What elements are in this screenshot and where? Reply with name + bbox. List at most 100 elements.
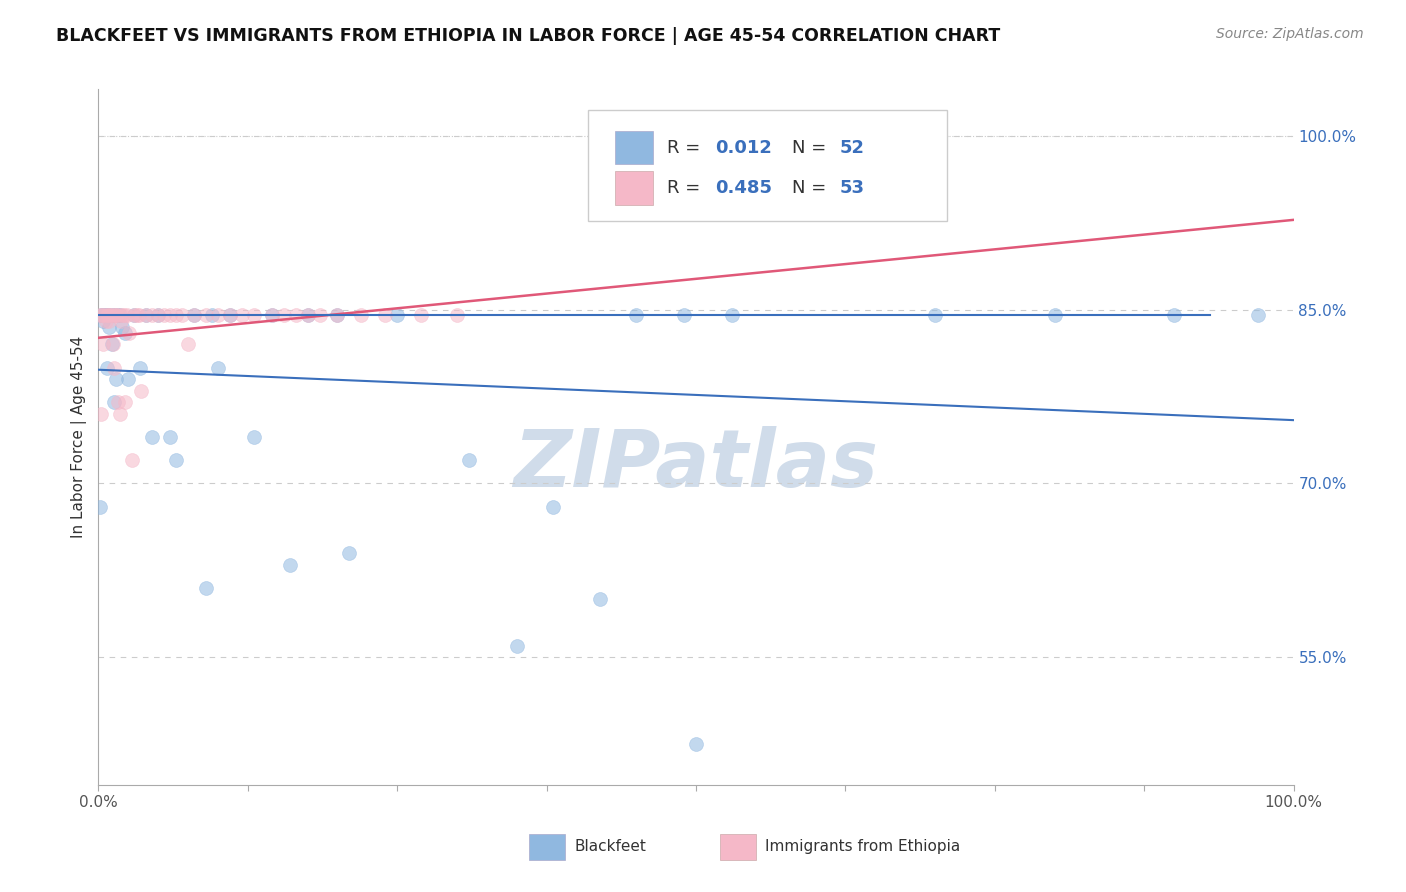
Point	[231, 309, 253, 323]
Point	[100, 337, 122, 351]
Point	[159, 430, 181, 444]
Point	[141, 309, 163, 323]
Point	[91, 337, 114, 351]
Point	[243, 309, 266, 323]
FancyBboxPatch shape	[529, 834, 565, 860]
Point	[104, 309, 127, 323]
Point	[685, 737, 707, 751]
Point	[90, 407, 112, 421]
Point	[98, 320, 121, 334]
Point	[94, 309, 117, 323]
Point	[98, 314, 121, 328]
Point	[297, 309, 319, 323]
Point	[135, 309, 157, 323]
Point	[207, 309, 229, 323]
Point	[148, 309, 170, 323]
Point	[589, 592, 612, 607]
Point	[93, 309, 115, 323]
Point	[124, 309, 146, 323]
Text: Blackfeet: Blackfeet	[574, 839, 645, 855]
Point	[195, 309, 218, 323]
Point	[128, 309, 150, 323]
Point	[308, 309, 330, 323]
Point	[103, 395, 125, 409]
Point	[101, 309, 124, 323]
Point	[100, 309, 122, 323]
Point	[105, 372, 128, 386]
Point	[107, 309, 129, 323]
Point	[297, 309, 319, 323]
Point	[626, 309, 648, 323]
Point	[96, 309, 118, 323]
Point	[284, 309, 307, 323]
Point	[91, 314, 114, 328]
Point	[260, 309, 283, 323]
Point	[172, 309, 194, 323]
Point	[165, 453, 187, 467]
Point	[183, 309, 205, 323]
Point	[125, 309, 148, 323]
Point	[326, 309, 349, 323]
Point	[159, 309, 181, 323]
Point	[201, 309, 224, 323]
Point	[148, 309, 170, 323]
Text: R =: R =	[668, 179, 706, 197]
Point	[97, 309, 120, 323]
Text: Source: ZipAtlas.com: Source: ZipAtlas.com	[1216, 27, 1364, 41]
Point	[243, 430, 266, 444]
Point	[1247, 309, 1270, 323]
Point	[108, 309, 131, 323]
Text: Immigrants from Ethiopia: Immigrants from Ethiopia	[765, 839, 960, 855]
Point	[107, 309, 129, 323]
Point	[124, 309, 146, 323]
Point	[924, 309, 946, 323]
Text: R =: R =	[668, 138, 706, 157]
Point	[350, 309, 373, 323]
Point	[115, 309, 138, 323]
Point	[541, 500, 564, 514]
Y-axis label: In Labor Force | Age 45-54: In Labor Force | Age 45-54	[72, 336, 87, 538]
Point	[108, 407, 131, 421]
Point	[219, 309, 242, 323]
Text: 0.485: 0.485	[716, 179, 772, 197]
Point	[91, 309, 114, 323]
Point	[89, 500, 111, 514]
Point	[278, 558, 301, 572]
Point	[93, 309, 115, 323]
Point	[121, 453, 143, 467]
Point	[94, 314, 117, 328]
Text: 0.012: 0.012	[716, 138, 772, 157]
Point	[446, 309, 468, 323]
Point	[177, 337, 200, 351]
Text: ZIPatlas: ZIPatlas	[513, 425, 879, 504]
Point	[96, 309, 118, 323]
Point	[111, 309, 134, 323]
Point	[721, 309, 744, 323]
FancyBboxPatch shape	[720, 834, 756, 860]
Point	[219, 309, 242, 323]
Point	[195, 581, 218, 595]
Point	[129, 360, 152, 375]
Text: 53: 53	[839, 179, 865, 197]
Point	[153, 309, 176, 323]
Point	[506, 639, 529, 653]
Point	[114, 395, 136, 409]
FancyBboxPatch shape	[614, 131, 652, 164]
Text: N =: N =	[792, 138, 831, 157]
Point	[90, 309, 112, 323]
Point	[374, 309, 396, 323]
Point	[104, 309, 127, 323]
Point	[107, 395, 129, 409]
Point	[105, 309, 128, 323]
Point	[260, 309, 283, 323]
Point	[141, 430, 163, 444]
Point	[165, 309, 187, 323]
Point	[98, 309, 122, 323]
Point	[96, 360, 118, 375]
Point	[1163, 309, 1185, 323]
Point	[118, 326, 141, 340]
Point	[98, 309, 122, 323]
Point	[91, 309, 114, 323]
Text: N =: N =	[792, 179, 831, 197]
Text: 52: 52	[839, 138, 865, 157]
